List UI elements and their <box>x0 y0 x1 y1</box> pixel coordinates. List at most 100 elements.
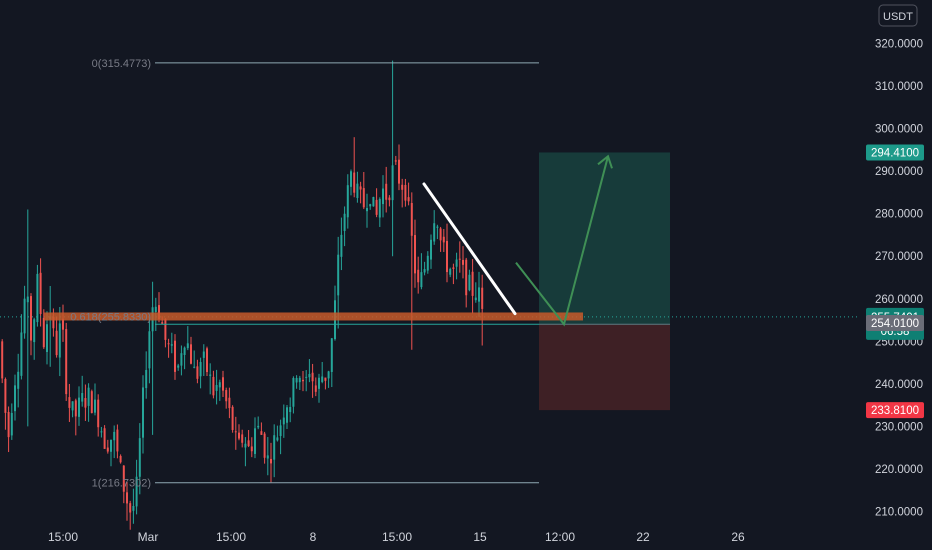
candle-body-up <box>23 298 26 334</box>
candle-body-up <box>321 376 324 382</box>
candle-body-up <box>366 208 368 212</box>
y-axis-tick-label: 280.0000 <box>875 209 923 221</box>
target-price-badge-label: 294.4100 <box>871 147 919 159</box>
candle-body-up <box>26 296 29 303</box>
candle-body-down <box>481 287 484 309</box>
candle-body-up <box>433 223 436 242</box>
candle-body-up <box>81 393 84 402</box>
x-axis-tick-label: 15:00 <box>216 530 246 544</box>
candle-body-down <box>250 446 253 452</box>
candle-body-down <box>55 330 58 356</box>
candle-body-up <box>33 319 36 343</box>
candle-body-up <box>78 397 80 417</box>
currency-button[interactable]: USDT <box>878 4 918 27</box>
candle-body-up <box>177 365 180 368</box>
candle-body-down <box>158 305 160 320</box>
candle-body-down <box>407 197 410 202</box>
candle-body-up <box>110 439 112 452</box>
candle-body-down <box>238 432 240 439</box>
price-axis[interactable]: 320.0000 310.0000 300.0000 290.0000 280.0000… <box>875 39 923 519</box>
entry-price-badge <box>866 314 924 331</box>
candle-body-up <box>474 297 477 301</box>
candle-body-down <box>270 458 272 464</box>
candle-body-up <box>46 324 48 352</box>
y-axis-tick-label: 220.0000 <box>875 464 923 476</box>
x-axis-tick-label: 15:00 <box>48 530 78 544</box>
candle-body-down <box>394 160 397 162</box>
candle-body-down <box>471 271 474 296</box>
fib-level-label: 0.618(255.8330) <box>70 311 151 323</box>
candle-body-up <box>154 306 157 313</box>
candle-body-up <box>420 272 423 288</box>
candle-body-up <box>183 347 186 355</box>
candle-body-down <box>231 406 234 430</box>
candle-body-up <box>295 378 298 383</box>
x-axis-tick-label: 12:00 <box>545 530 575 544</box>
candle-body-up <box>292 378 295 407</box>
candle-body-down <box>30 296 32 341</box>
support-zone-band <box>44 312 583 321</box>
candle-body-down <box>122 465 125 492</box>
position-zones <box>539 152 670 411</box>
candle-body-up <box>346 185 349 218</box>
candle-body-down <box>119 455 122 463</box>
candle-body-up <box>426 255 429 271</box>
candle-body-up <box>142 387 144 438</box>
candle-body-up <box>382 188 384 205</box>
candle-body-up <box>100 431 103 433</box>
candle-body-down <box>241 434 244 443</box>
candle-body-down <box>1 341 4 379</box>
candle-body-down <box>65 329 68 395</box>
candle-body-up <box>350 171 352 187</box>
y-axis-tick-label: 310.0000 <box>875 81 923 93</box>
candle-body-down <box>103 428 106 449</box>
candle-body-up <box>468 274 471 291</box>
candle-body-down <box>260 431 263 435</box>
candle-body-up <box>209 374 212 376</box>
candle-body-up <box>94 399 96 413</box>
candle-body-up <box>372 197 375 207</box>
candle-body-down <box>404 184 407 201</box>
candle-body-up <box>305 376 308 378</box>
candle-body-up <box>266 455 269 459</box>
candle-body-down <box>375 199 378 215</box>
currency-button-box[interactable] <box>878 4 918 27</box>
fib-level-label: 1(216.7302) <box>92 478 151 490</box>
stop-loss-price-badge-label: 233.8100 <box>871 405 919 417</box>
candle-body-down <box>385 183 388 200</box>
candle-body-up <box>36 273 39 323</box>
candle-body-down <box>324 377 327 381</box>
candle-body-down <box>462 259 464 265</box>
candle-body-down <box>314 385 317 392</box>
candle-body-up <box>449 268 452 275</box>
candle-body-down <box>74 400 77 417</box>
candle-body-down <box>116 429 119 452</box>
candle-body-down <box>84 398 87 408</box>
time-axis[interactable]: 15:00 Mar 15:00 8 15:00 15 12:00 22 26 <box>48 530 745 544</box>
candle-body-up <box>58 323 61 358</box>
candle-body-down <box>206 348 208 373</box>
currency-button-label[interactable]: USDT <box>883 11 913 23</box>
profit-zone <box>539 152 670 325</box>
x-axis-tick-label: 8 <box>310 530 317 544</box>
stop-loss-zone <box>539 324 670 411</box>
candle-body-down <box>126 492 128 504</box>
candle-body-up <box>186 343 189 349</box>
candle-body-down <box>414 235 416 274</box>
y-axis-tick-label: 260.0000 <box>875 294 923 306</box>
candle-body-down <box>465 259 468 296</box>
candle-body-up <box>193 366 196 368</box>
x-axis-tick-label: 15 <box>473 530 487 544</box>
candle-body-up <box>286 407 288 423</box>
candle-body-down <box>234 431 237 433</box>
stop-loss-price-badge <box>866 402 924 419</box>
candle-body-down <box>161 322 164 324</box>
candle-body-up <box>308 373 311 378</box>
candle-body-up <box>20 332 23 376</box>
candle-body-up <box>113 431 116 441</box>
candle-body-up <box>14 385 16 412</box>
candle-body-down <box>212 376 215 396</box>
candle-body-up <box>10 412 13 436</box>
